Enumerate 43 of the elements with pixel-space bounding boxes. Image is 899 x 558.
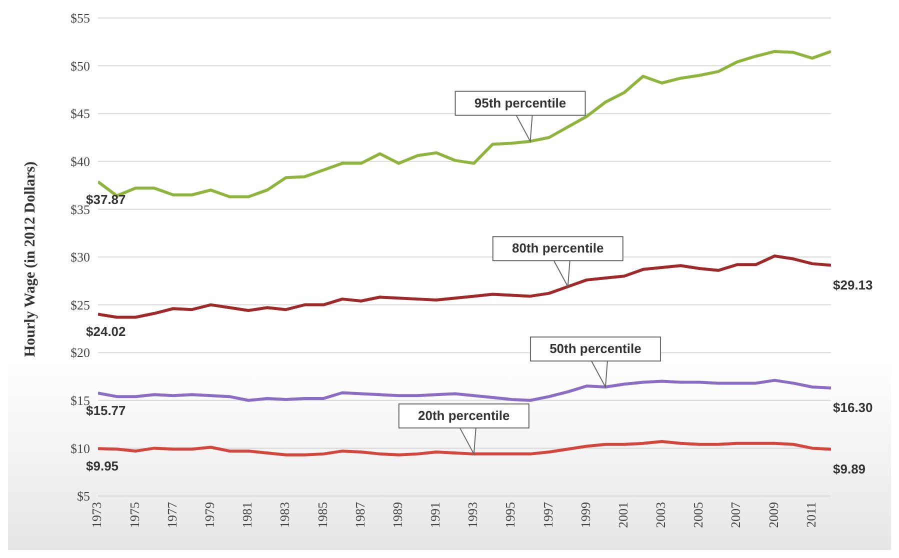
y-tick-label: $25 — [70, 297, 90, 312]
x-tick-label: 2003 — [653, 502, 668, 528]
annotation: 20th percentile — [418, 408, 510, 423]
y-tick-label: $55 — [70, 10, 90, 26]
annotation: 95th percentile — [474, 95, 566, 110]
data-label: $29.13 — [833, 277, 873, 292]
x-tick-label: 2005 — [690, 502, 706, 528]
line-series — [98, 440, 831, 456]
y-tick-label: $40 — [70, 154, 90, 170]
data-label: $16.30 — [833, 400, 873, 415]
x-tick-label: 1977 — [164, 502, 180, 528]
y-tick-label: $10 — [70, 440, 90, 456]
x-tick-label: 1973 — [89, 502, 104, 528]
data-label: $9.89 — [833, 461, 866, 476]
x-tick-label: 2011 — [803, 502, 818, 528]
x-tick-label: 1993 — [465, 502, 480, 528]
y-tick-label: $20 — [70, 345, 90, 360]
y-tick-label: $5 — [77, 488, 90, 504]
y-tick-label: $50 — [70, 58, 90, 74]
y-axis-title: Hourly Wage (in 2012 Dollars) — [22, 161, 38, 357]
annotation: 80th percentile — [512, 240, 604, 256]
x-tick-label: 1997 — [540, 502, 556, 528]
x-tick-label: 1975 — [126, 502, 142, 528]
data-label: $24.02 — [86, 324, 126, 340]
x-tick-label: 1991 — [428, 502, 443, 528]
x-tick-label: 1983 — [277, 502, 292, 528]
x-tick-label: 2009 — [766, 502, 781, 528]
x-tick-label: 1999 — [578, 502, 593, 528]
x-tick-label: 2001 — [615, 502, 630, 528]
x-tick-label: 2007 — [728, 502, 744, 528]
x-tick-label: 1989 — [390, 502, 405, 528]
y-tick-label: $30 — [70, 250, 90, 265]
x-tick-label: 1995 — [502, 502, 518, 528]
x-tick-label: 1987 — [352, 502, 368, 528]
data-label: $37.87 — [86, 192, 126, 207]
annotation: 50th percentile — [550, 341, 642, 356]
line-series — [98, 254, 831, 319]
data-label: $9.95 — [86, 458, 119, 474]
x-tick-label: 1981 — [240, 502, 255, 528]
y-tick-label: $45 — [70, 106, 90, 122]
line-series — [98, 378, 831, 402]
x-tick-label: 1979 — [202, 502, 217, 528]
x-tick-label: 1985 — [314, 502, 330, 528]
